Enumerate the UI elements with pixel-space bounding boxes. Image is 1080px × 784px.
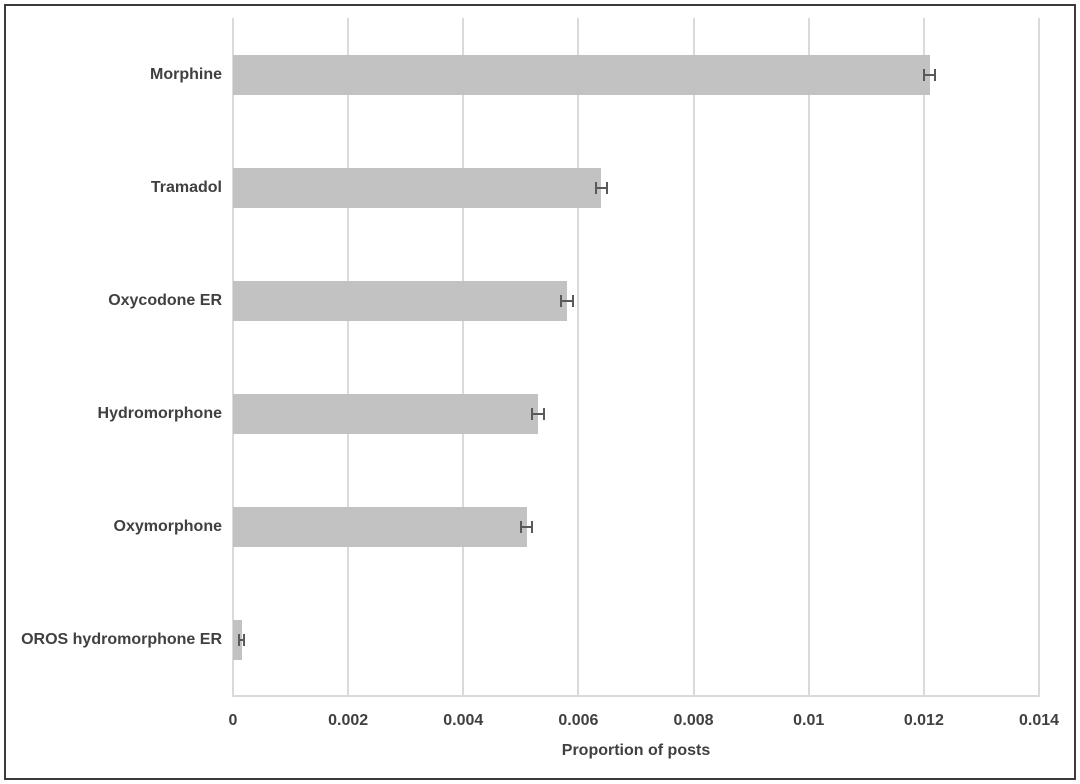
- error-bar-cap: [519, 521, 522, 534]
- error-bar: [595, 186, 608, 189]
- error-bar-cap: [542, 408, 545, 421]
- gridline: [922, 18, 925, 697]
- error-bar-cap: [238, 634, 241, 647]
- error-bar-cap: [242, 634, 245, 647]
- gridline: [462, 18, 465, 697]
- error-bar-cap: [531, 408, 534, 421]
- bar: [233, 394, 539, 435]
- x-tick-label: 0.004: [443, 712, 484, 729]
- gridline: [807, 18, 810, 697]
- x-tick-label: 0.012: [903, 712, 944, 729]
- x-axis-line: [233, 695, 1039, 697]
- category-label: Hydromorphone: [97, 405, 222, 423]
- gridline: [232, 18, 234, 697]
- gridline: [692, 18, 695, 697]
- error-bar-cap: [531, 521, 534, 534]
- error-bar: [532, 413, 544, 416]
- error-bar-cap: [922, 68, 925, 81]
- bar: [233, 507, 527, 548]
- gridline: [577, 18, 580, 697]
- error-bar: [923, 73, 936, 76]
- bar: [233, 54, 930, 95]
- category-label: Oxycodone ER: [108, 291, 222, 309]
- x-tick-label: 0.01: [793, 712, 825, 729]
- x-axis-title: Proportion of posts: [561, 742, 711, 759]
- plot-area: [232, 18, 1040, 697]
- gridline: [1038, 18, 1040, 697]
- category-label: Morphine: [150, 65, 222, 83]
- bar: [233, 167, 602, 208]
- category-label: Tramadol: [150, 178, 222, 196]
- error-bar-cap: [571, 294, 574, 307]
- error-bar: [561, 299, 573, 302]
- x-tick-label: 0.006: [558, 712, 599, 729]
- error-bar: [239, 639, 244, 642]
- x-tick-label: 0.008: [673, 712, 714, 729]
- x-tick-label: 0.002: [328, 712, 369, 729]
- bar: [233, 280, 567, 321]
- chart-border: [4, 4, 1076, 780]
- x-tick-label: 0.014: [1018, 712, 1060, 729]
- error-bar-cap: [606, 181, 609, 194]
- error-bar-cap: [594, 181, 597, 194]
- category-label: Oxymorphone: [113, 518, 222, 536]
- error-bar-cap: [934, 68, 937, 81]
- error-bar-cap: [560, 294, 563, 307]
- category-label: OROS hydromorphone ER: [21, 631, 222, 649]
- gridline: [347, 18, 350, 697]
- error-bar: [520, 526, 533, 529]
- bar: [233, 620, 242, 661]
- x-tick-label: 0: [228, 712, 238, 729]
